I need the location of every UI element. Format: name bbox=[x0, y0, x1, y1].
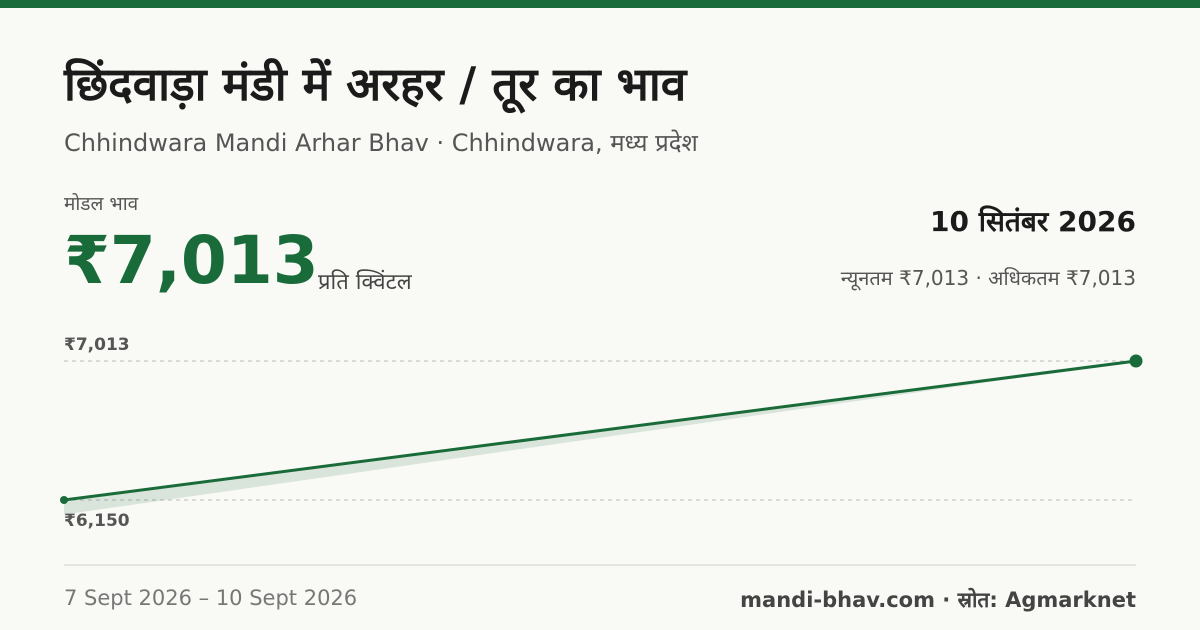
price-unit: प्रति क्विंटल bbox=[318, 270, 412, 295]
date-range: 7 Sept 2026 – 10 Sept 2026 bbox=[64, 586, 358, 610]
point bbox=[1129, 354, 1143, 368]
top-bar bbox=[0, 0, 1200, 8]
price-range: न्यूनतम ₹7,013 · अधिकतम ₹7,013 bbox=[840, 266, 1136, 290]
source: mandi-bhav.com · स्रोत: Agmarknet bbox=[740, 588, 1136, 612]
y-tick-label: ₹6,150 bbox=[64, 511, 130, 531]
price-label: मोडल भाव bbox=[64, 193, 139, 215]
point bbox=[60, 496, 68, 504]
price-date: 10 सितंबर 2026 bbox=[930, 205, 1136, 238]
range-band bbox=[64, 361, 1136, 515]
line bbox=[63, 359, 1137, 502]
y-tick-label: ₹7,013 bbox=[64, 335, 130, 355]
title: छिंदवाड़ा मंडी में अरहर / तूर का भाव bbox=[64, 57, 687, 111]
price-value: ₹7,013 bbox=[64, 222, 319, 299]
subtitle: Chhindwara Mandi Arhar Bhav · Chhindwara… bbox=[64, 129, 698, 157]
